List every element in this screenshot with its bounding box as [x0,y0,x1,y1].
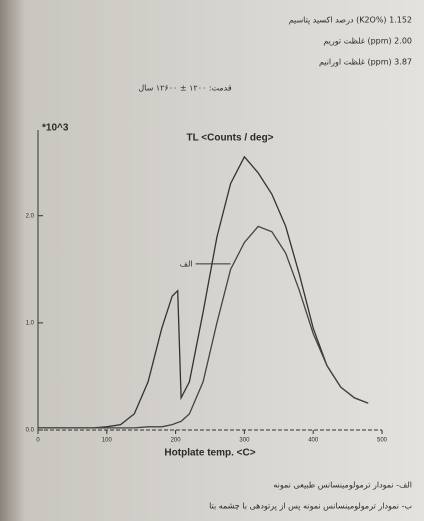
y-tick-label: 0.0 [26,428,35,434]
y-tick-label: 1.0 [26,320,35,326]
header-line: غلظت توریم (ppm) 2.00 [323,37,412,46]
x-tick-label: 300 [239,438,250,444]
tl-curve [38,225,369,429]
x-axis-label: Hotplate temp. <C> [164,448,255,459]
caption: الف- نمودار ترمولومینسانس طبیعی نمونه [273,481,412,490]
y-multiplier: *10^3 [42,123,69,134]
caption: ب- نمودار ترمولومینسانس نمونه پس از پرتو… [209,502,412,511]
x-tick-label: 400 [308,438,319,444]
annotation: الف [180,259,193,268]
x-tick-label: 0 [36,438,40,444]
header-line: درصد اکسید پتاسیم (K2O%) 1.152 [289,16,412,25]
chart-title: TL <Counts / deg> [186,133,273,144]
x-tick-label: 500 [377,438,388,444]
age: قدمت: ۱۲۰۰ ± ۱۲۶۰۰ سال [138,84,232,93]
x-tick-label: 200 [171,438,182,444]
y-tick-label: 2.0 [26,213,35,219]
header-line: غلظت اورانیم (ppm) 3.87 [319,58,412,67]
x-tick-label: 100 [102,438,113,444]
